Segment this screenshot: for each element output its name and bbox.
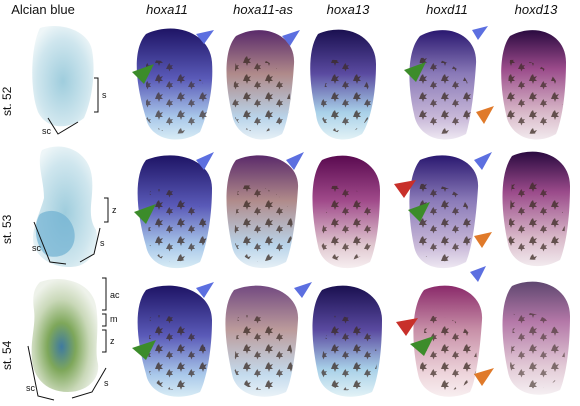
label-s-row1: s [102,90,107,100]
column-header-alcian-blue: Alcian blue [11,2,75,17]
column-header-hoxd11: hoxd11 [426,2,468,17]
column-header-hoxa11-as: hoxa11-as [233,2,293,17]
red-arrowheads [394,180,418,336]
label-s-row2: s [100,238,105,248]
blue-arrowheads [196,26,492,298]
label-sc-row2: sc [32,243,41,253]
label-s-row3: s [104,378,109,388]
green-arrowheads [132,62,434,360]
label-z-row2: z [112,205,117,215]
label-sc-row3: sc [26,383,35,393]
label-sc-row1: sc [42,126,51,136]
column-header-hoxd13: hoxd13 [514,2,558,17]
column-header-hoxa13: hoxa13 [326,2,370,17]
orange-arrowheads [474,106,494,386]
region-brackets [27,77,109,401]
label-z-row3: z [110,336,115,346]
label-m-row3: m [110,314,118,324]
column-header-hoxa11: hoxa11 [146,2,188,17]
label-ac-row3: ac [110,290,120,300]
